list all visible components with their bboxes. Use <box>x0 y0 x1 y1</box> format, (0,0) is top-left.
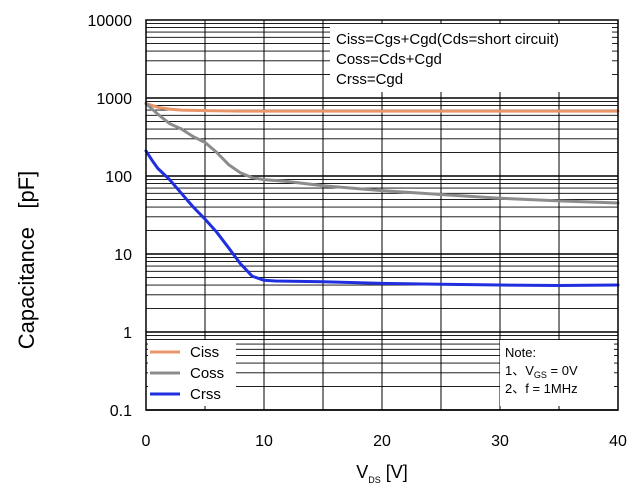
note-line-1-prefix: 1、V <box>505 363 534 378</box>
note-line-2: 2、f = 1MHz <box>505 381 578 396</box>
x-axis-label: VDS [V] <box>356 462 408 485</box>
series-line-coss <box>144 102 620 205</box>
note-box <box>500 340 614 406</box>
y-axis-label: Capacitance [pF] <box>14 171 39 350</box>
x-axis-label-sub: DS <box>368 475 381 485</box>
note-line-1-sub: GS <box>534 370 547 380</box>
legend-label-coss: Coss <box>190 365 224 382</box>
y-tick-label: 10 <box>114 247 132 264</box>
formula-box <box>330 24 612 92</box>
note-line-1-suffix: = 0V <box>547 363 578 378</box>
legend-label-crss: Crss <box>190 386 221 403</box>
x-tick-label: 0 <box>142 433 151 450</box>
note-title: Note: <box>505 345 536 360</box>
x-tick-label: 10 <box>255 433 273 450</box>
x-tick-label: 20 <box>373 433 391 450</box>
formula-ciss: Ciss=Cgs+Cgd(Cds=short circuit) <box>336 31 559 48</box>
y-tick-label: 10000 <box>88 13 133 30</box>
formula-crss: Crss=Cgd <box>336 71 403 88</box>
x-tick-label: 40 <box>609 433 627 450</box>
x-axis-label-main: V <box>356 462 368 482</box>
x-tick-label: 30 <box>491 433 509 450</box>
tick-labels: 0 10 20 30 40 10000 1000 100 10 1 0.1 <box>88 13 628 450</box>
y-tick-label: 1000 <box>96 91 132 108</box>
y-tick-label: 100 <box>105 169 132 186</box>
legend-label-ciss: Ciss <box>190 344 219 361</box>
y-tick-label: 0.1 <box>110 403 132 420</box>
plot-frame <box>145 19 619 411</box>
series-line-ciss <box>144 102 620 113</box>
series-layer <box>144 102 620 287</box>
y-tick-label: 1 <box>123 325 132 342</box>
series-line-crss <box>144 149 620 287</box>
x-axis-label-unit: [V] <box>381 462 408 482</box>
note-line-1: 1、VGS = 0V <box>505 363 578 380</box>
formula-coss: Coss=Cds+Cgd <box>336 51 442 68</box>
